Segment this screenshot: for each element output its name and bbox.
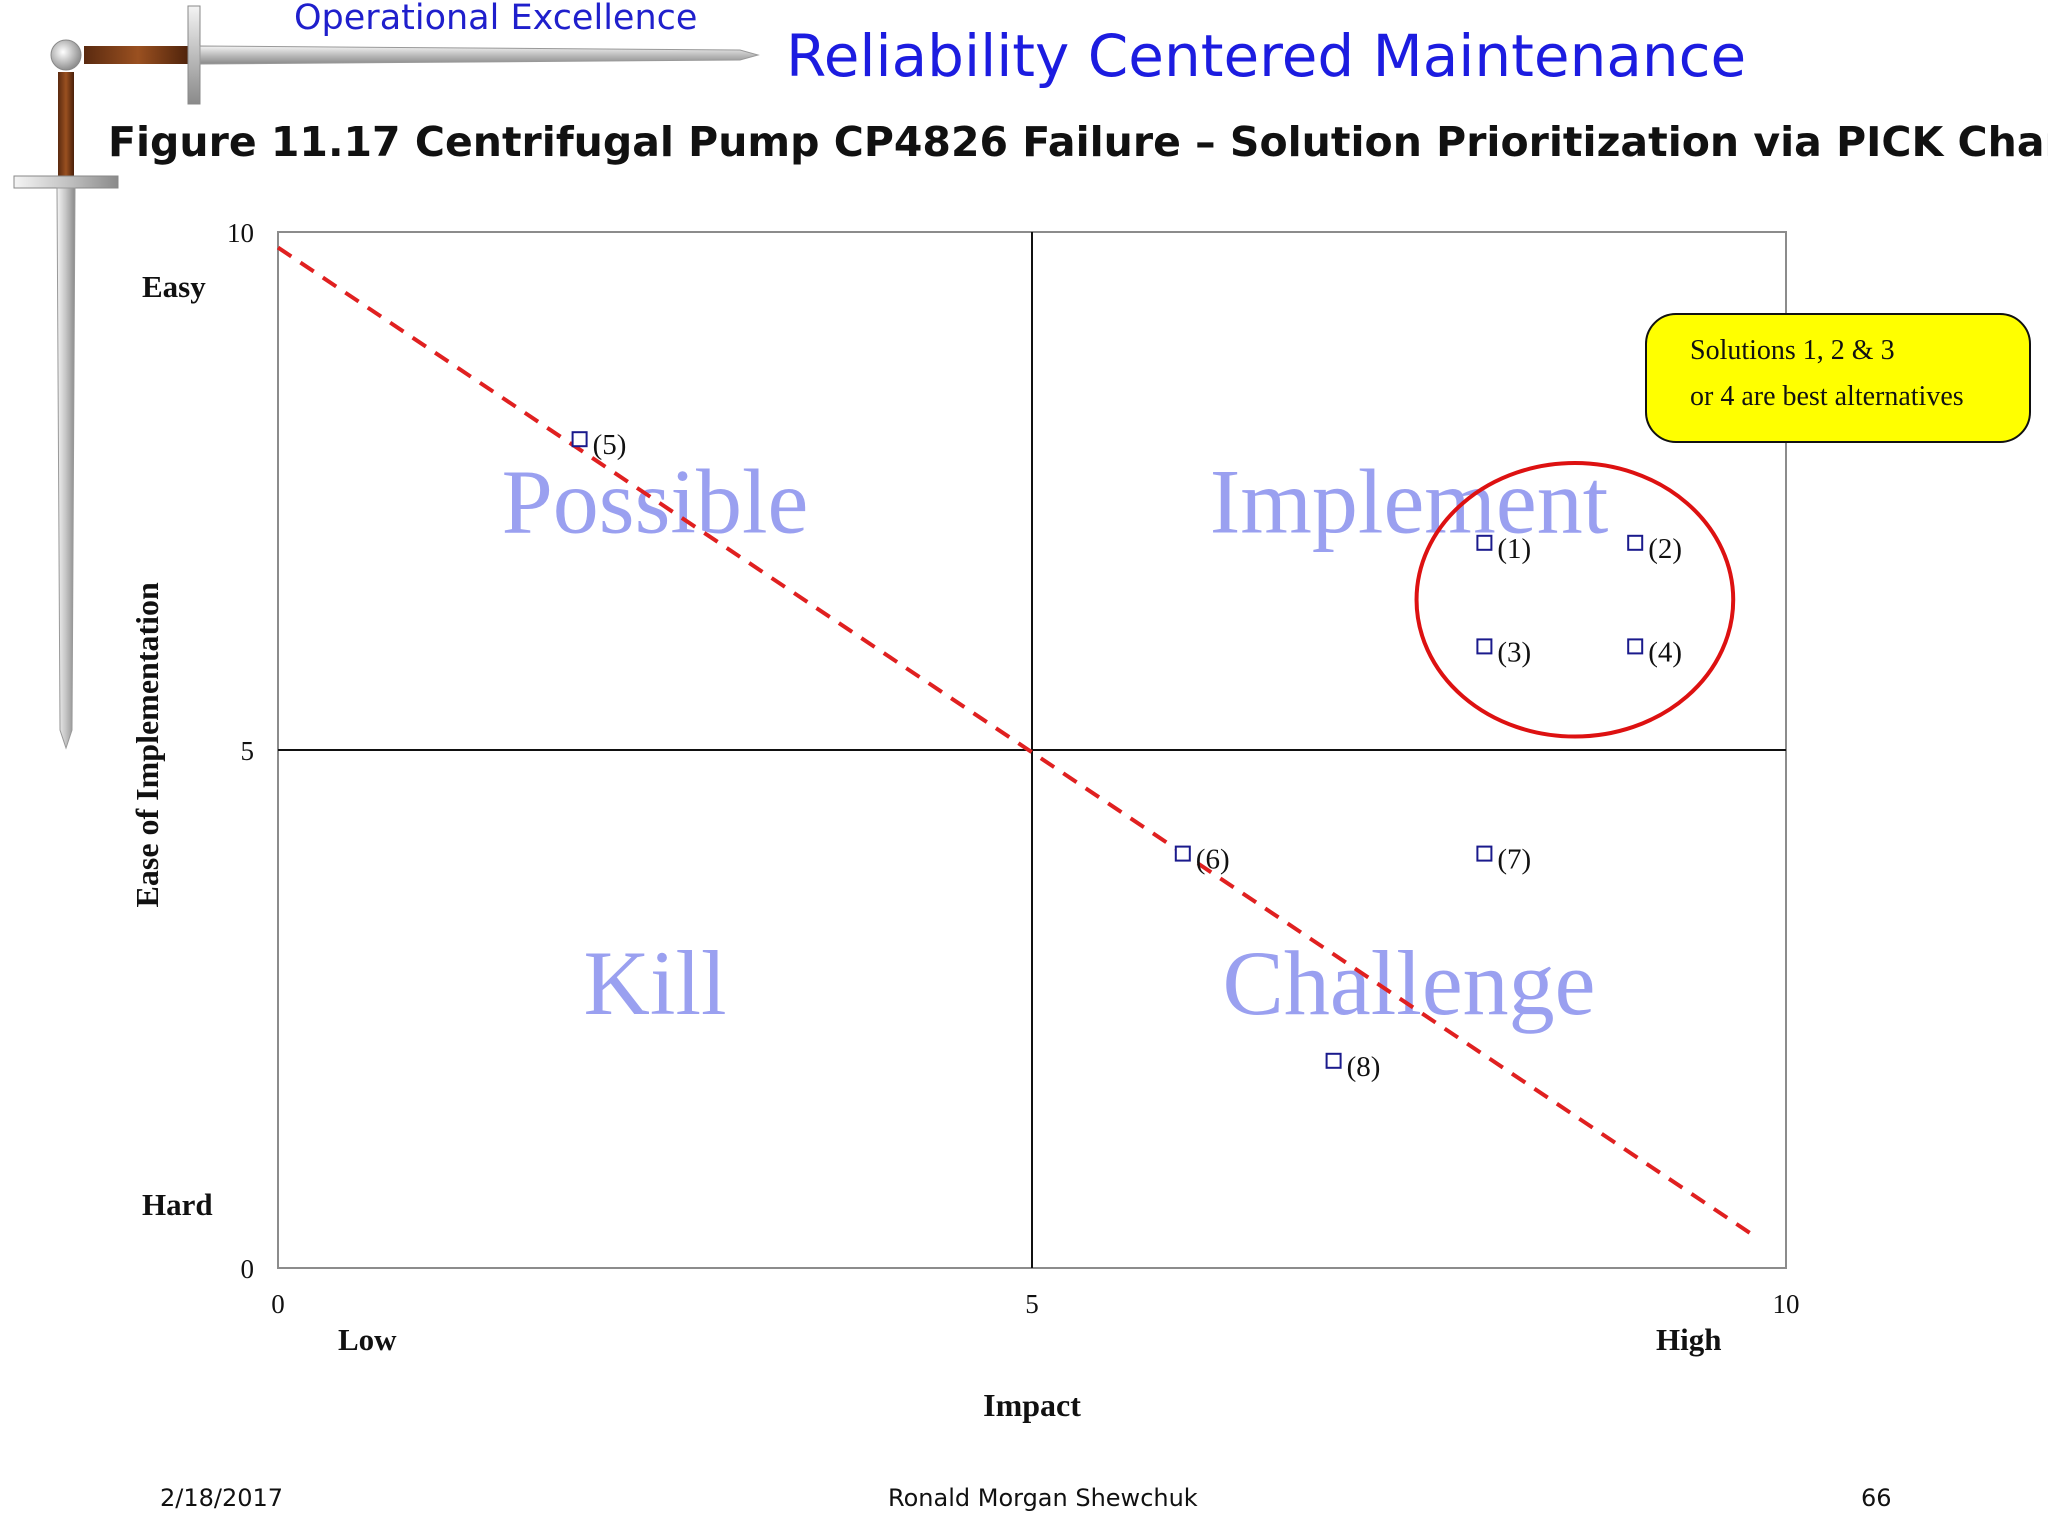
highlight-ellipse [1414, 461, 1736, 739]
data-point-label-3: (3) [1497, 636, 1531, 668]
x-tick-label: 5 [1025, 1289, 1039, 1319]
figure-title: Figure 11.17 Centrifugal Pump CP4826 Fai… [108, 118, 2048, 166]
x-tick-label: 0 [271, 1289, 285, 1319]
data-point-label-1: (1) [1497, 533, 1531, 565]
y-end-label-hard: Hard [142, 1187, 213, 1222]
quadrant-label-possible: Possible [502, 450, 809, 552]
callout-box: Solutions 1, 2 & 3 or 4 are best alterna… [1645, 313, 2031, 443]
x-end-label-low: Low [338, 1322, 397, 1357]
data-point-6 [1174, 845, 1191, 862]
data-point-8 [1325, 1052, 1342, 1069]
callout-background [1645, 313, 2031, 443]
footer-page: 66 [1861, 1484, 1892, 1512]
callout-line-1: Solutions 1, 2 & 3 [1690, 335, 1895, 366]
brand-text: Operational Excellence [294, 0, 698, 38]
callout-line-2: or 4 are best alternatives [1690, 381, 1964, 412]
y-end-label-easy: Easy [142, 269, 206, 304]
footer-date: 2/18/2017 [160, 1484, 284, 1512]
y-tick-label: 10 [227, 218, 254, 248]
data-point-3 [1476, 638, 1493, 655]
quadrant-label-challenge: Challenge [1223, 932, 1596, 1034]
y-tick-label: 5 [241, 736, 255, 766]
x-axis-label: Impact [983, 1387, 1081, 1423]
sword-logo-icon [13, 5, 760, 750]
x-end-label-high: High [1656, 1322, 1721, 1357]
data-point-label-6: (6) [1196, 844, 1230, 876]
footer-author: Ronald Morgan Shewchuk [888, 1484, 1198, 1512]
data-point-label-2: (2) [1648, 533, 1682, 565]
quadrant-label-kill: Kill [583, 932, 726, 1034]
slide-header: Operational Excellence Reliability Cente… [0, 0, 2048, 170]
slide-title: Reliability Centered Maintenance [786, 22, 1747, 90]
data-point-2 [1627, 534, 1644, 551]
data-point-label-7: (7) [1497, 844, 1531, 876]
data-point-4 [1627, 638, 1644, 655]
y-tick-label: 0 [241, 1254, 255, 1284]
data-point-label-5: (5) [593, 429, 627, 461]
data-point-label-8: (8) [1347, 1051, 1381, 1083]
data-point-7 [1476, 845, 1493, 862]
data-point-label-4: (4) [1648, 636, 1682, 668]
data-point-1 [1476, 534, 1493, 551]
x-tick-label: 10 [1773, 1289, 1800, 1319]
y-axis-label: Ease of Implementation [129, 582, 165, 908]
diagonal-dashed-line [276, 245, 1757, 1239]
data-point-5 [571, 431, 588, 448]
